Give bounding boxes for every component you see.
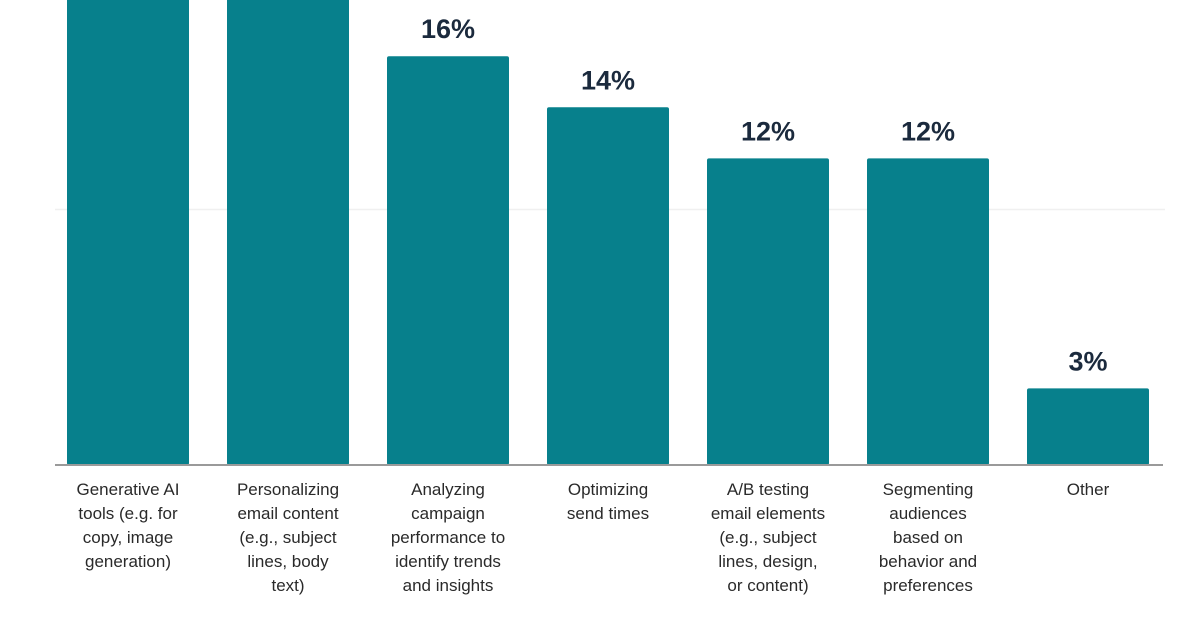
x-tick-label-line: send times xyxy=(566,504,650,523)
x-tick-label: Other xyxy=(1013,478,1163,502)
x-tick-label: Segmenting audiences based on behavior and p… xyxy=(853,478,1003,598)
bar xyxy=(1027,388,1149,465)
x-tick-label-line: lines, body xyxy=(247,552,329,571)
x-tick-label: Personalizing email content (e.g., subject… xyxy=(213,478,363,598)
data-label: 16% xyxy=(421,14,475,44)
x-tick-label-line: Analyzing xyxy=(411,480,485,499)
x-tick-label-line: generation) xyxy=(84,552,171,571)
bar xyxy=(547,107,669,466)
x-tick-label-line: Personalizing xyxy=(236,480,340,499)
x-tick-label-line: lines, design, xyxy=(718,552,818,571)
data-label: 12% xyxy=(741,116,795,146)
x-tick-label: Analyzing campaign performance to identify … xyxy=(373,478,523,598)
bar xyxy=(707,158,829,465)
bar xyxy=(867,158,989,465)
bar xyxy=(67,0,189,465)
x-tick-label-line: behavior and xyxy=(878,552,978,571)
x-tick-label-line: (e.g., subject xyxy=(239,528,337,547)
x-tick-label-line: email elements xyxy=(710,504,826,523)
x-tick-label-line: Other xyxy=(1066,480,1110,499)
bar xyxy=(387,56,509,465)
x-tick-label-line: text) xyxy=(271,576,305,595)
x-tick-label-line: Generative AI xyxy=(76,480,180,499)
x-tick-label: Optimizing send times xyxy=(533,478,683,526)
x-tick-label: Generative AI tools (e.g. for copy, image g… xyxy=(53,478,203,574)
x-tick-label-line: (e.g., subject xyxy=(719,528,817,547)
x-tick-label-line: copy, image xyxy=(82,528,174,547)
x-tick-label-line: A/B testing xyxy=(726,480,810,499)
x-tick-label-line: and insights xyxy=(402,576,494,595)
x-tick-label-line: performance to xyxy=(390,528,506,547)
x-tick-label-line: preferences xyxy=(883,576,973,595)
data-label: 12% xyxy=(901,116,955,146)
x-tick-label-line: audiences xyxy=(889,504,967,523)
data-label: 14% xyxy=(581,65,635,95)
x-tick-label-line: campaign xyxy=(411,504,485,523)
x-tick-label-line: tools (e.g. for xyxy=(78,504,178,523)
x-tick-label-line: Segmenting xyxy=(882,480,974,499)
x-tick-label-line: email content xyxy=(237,504,339,523)
x-tick-label-line: or content) xyxy=(727,576,809,595)
bar xyxy=(227,0,349,465)
x-tick-label: A/B testing email elements (e.g., subject l… xyxy=(693,478,843,598)
x-tick-label-line: based on xyxy=(893,528,963,547)
data-label: 3% xyxy=(1068,346,1107,376)
x-tick-label-line: identify trends xyxy=(395,552,501,571)
x-tick-label-line: Optimizing xyxy=(567,480,649,499)
